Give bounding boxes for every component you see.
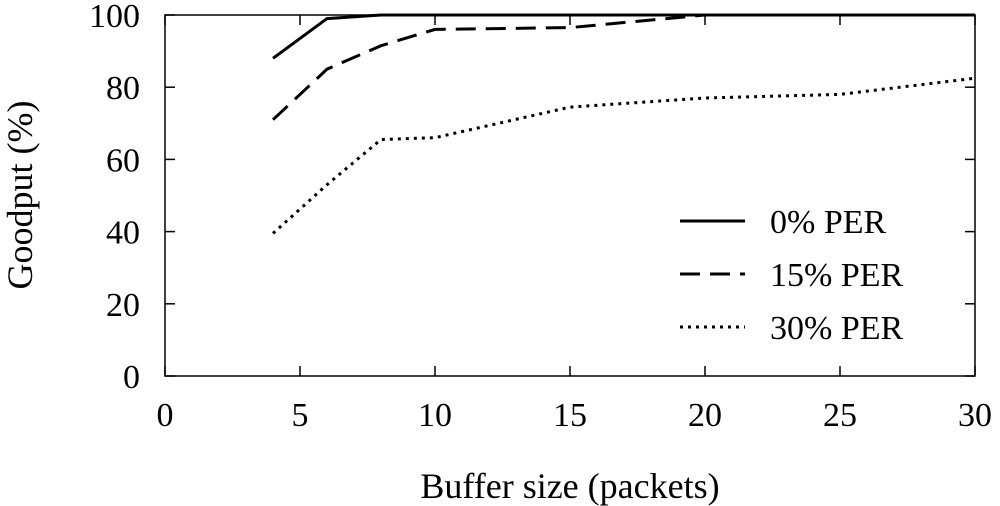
y-tick-label: 0 [123, 359, 140, 396]
legend-label-1: 0% PER [770, 204, 887, 241]
x-tick-label: 5 [292, 397, 309, 434]
x-axis-title: Buffer size (packets) [420, 466, 719, 506]
series-line-2 [271, 13, 975, 121]
x-tick-label: 0 [157, 397, 174, 434]
x-tick-label: 20 [688, 397, 722, 434]
x-tick-label: 10 [418, 397, 452, 434]
y-tick-label: 80 [106, 70, 140, 107]
y-tick-label: 20 [106, 287, 140, 324]
legend-label-3: 30% PER [770, 310, 904, 347]
axis-layer: 0 5 10 15 20 25 30 0 20 40 60 80 100 [89, 0, 992, 434]
plot-layer [271, 13, 976, 235]
x-tick-label: 15 [553, 397, 587, 434]
legend-label-2: 15% PER [770, 257, 904, 294]
series-line-3 [271, 76, 976, 235]
legend: 0% PER 15% PER 30% PER [680, 204, 904, 347]
y-tick-label: 100 [89, 0, 140, 35]
y-tick-label: 40 [106, 215, 140, 252]
y-tick-label: 60 [106, 142, 140, 179]
y-axis-title: Goodput (%) [0, 101, 40, 290]
x-tick-label: 25 [823, 397, 857, 434]
x-tick-label: 30 [958, 397, 992, 434]
